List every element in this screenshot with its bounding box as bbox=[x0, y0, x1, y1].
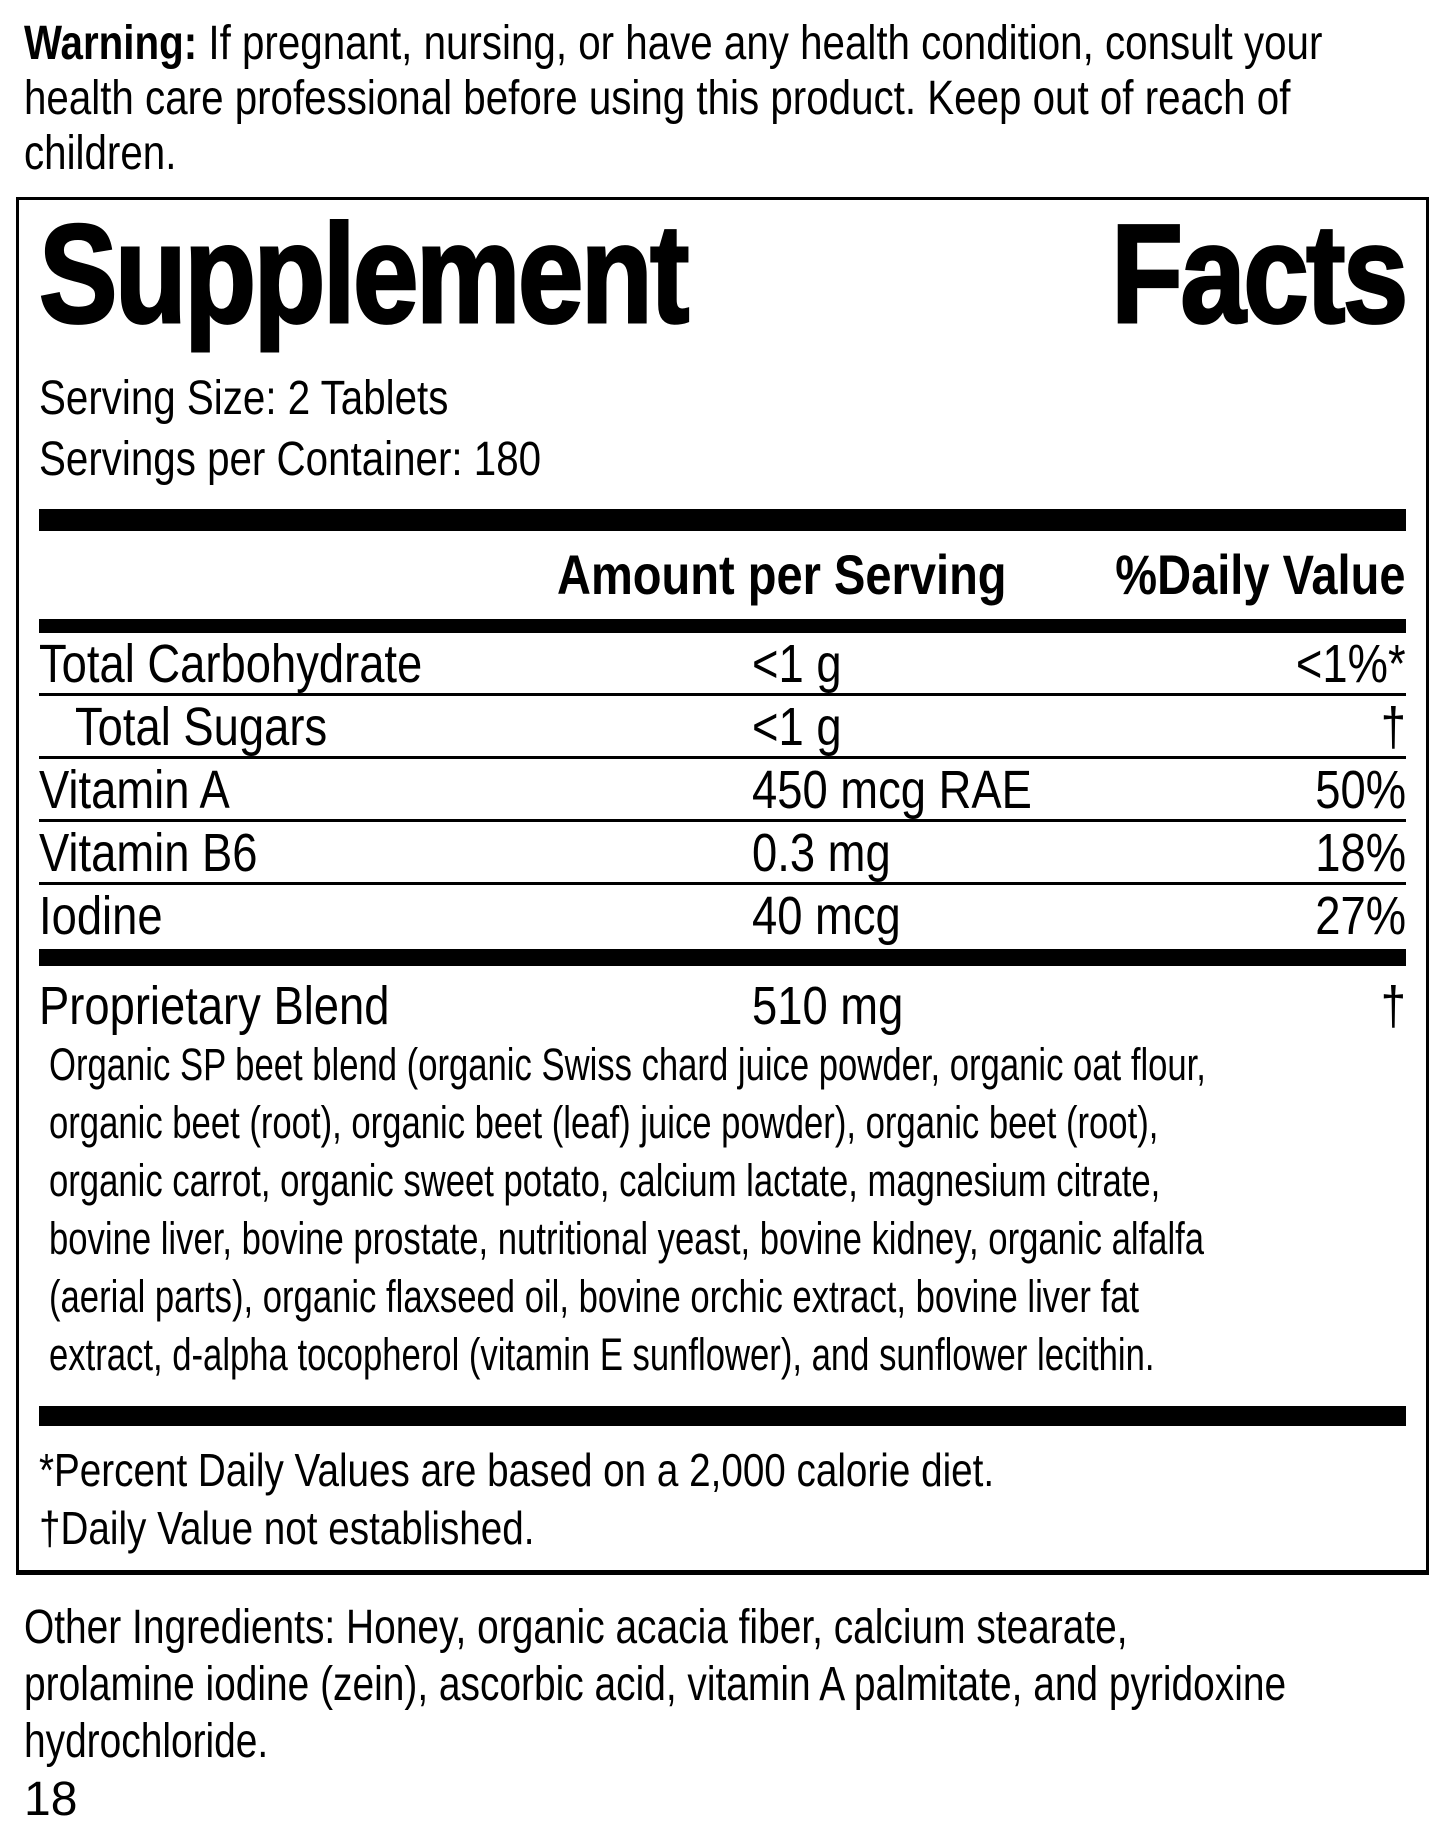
nutrient-amount: 450 mcg RAE bbox=[752, 760, 1032, 820]
nutrient-name: Vitamin B6 bbox=[39, 823, 258, 883]
nutrient-amount: 510 mg bbox=[752, 976, 904, 1036]
supplement-facts-panel: Supplement Facts Serving Size: 2 Tablets … bbox=[16, 197, 1429, 1575]
proprietary-blend-description: Organic SP beet blend (organic Swiss cha… bbox=[49, 1039, 1206, 1380]
table-row-iodine: Iodine 40 mcg 27% bbox=[39, 885, 1406, 948]
warning-label: Warning: bbox=[24, 17, 198, 70]
supplement-facts-title: Supplement Facts bbox=[38, 195, 1410, 352]
nutrient-amount: 40 mcg bbox=[752, 886, 901, 946]
nutrient-amount: <1 g bbox=[752, 697, 842, 757]
nutrient-daily-value: <1%* bbox=[1296, 634, 1406, 694]
nutrient-daily-value: 27% bbox=[1315, 886, 1406, 946]
footnote-percent-daily-value: *Percent Daily Values are based on a 2,0… bbox=[39, 1444, 995, 1496]
title-word-supplement: Supplement bbox=[38, 195, 691, 352]
nutrient-amount: <1 g bbox=[752, 634, 842, 694]
nutrient-name: Proprietary Blend bbox=[39, 976, 390, 1036]
warning-paragraph: Warning: If pregnant, nursing, or have a… bbox=[24, 16, 1445, 181]
nutrient-daily-value: † bbox=[1380, 976, 1406, 1036]
nutrient-name: Total Sugars bbox=[75, 697, 328, 757]
serving-size: Serving Size: 2 Tablets bbox=[39, 372, 449, 425]
nutrient-amount: 0.3 mg bbox=[752, 823, 891, 883]
nutrient-daily-value: † bbox=[1380, 697, 1406, 757]
table-row-total-sugars: Total Sugars <1 g † bbox=[39, 696, 1406, 759]
amount-per-serving-header: Amount per Serving bbox=[557, 543, 1007, 606]
page-number: 18 bbox=[24, 1773, 78, 1826]
table-row-vitamin-b6: Vitamin B6 0.3 mg 18% bbox=[39, 822, 1406, 885]
divider-bar-header bbox=[39, 619, 1406, 633]
divider-bar-blend bbox=[39, 949, 1406, 966]
divider-bar-top bbox=[39, 509, 1406, 531]
daily-value-header: %Daily Value bbox=[1115, 543, 1406, 606]
nutrient-daily-value: 50% bbox=[1315, 760, 1406, 820]
warning-text: If pregnant, nursing, or have any health… bbox=[24, 17, 1323, 180]
servings-per-container: Servings per Container: 180 bbox=[39, 433, 542, 486]
footnote-daily-value-not-established: †Daily Value not established. bbox=[39, 1502, 535, 1554]
title-word-facts: Facts bbox=[1110, 195, 1410, 352]
table-row-proprietary-blend: Proprietary Blend 510 mg † bbox=[39, 976, 1406, 1036]
nutrient-name: Vitamin A bbox=[39, 760, 230, 820]
nutrient-daily-value: 18% bbox=[1315, 823, 1406, 883]
nutrient-name: Total Carbohydrate bbox=[39, 634, 423, 694]
table-row-vitamin-a: Vitamin A 450 mcg RAE 50% bbox=[39, 759, 1406, 822]
divider-bar-footnotes bbox=[39, 1406, 1406, 1426]
facts-header-row: Amount per Serving %Daily Value bbox=[39, 547, 1406, 603]
table-row-total-carbohydrate: Total Carbohydrate <1 g <1%* bbox=[39, 633, 1406, 696]
other-ingredients-paragraph: Other Ingredients: Honey, organic acacia… bbox=[24, 1601, 1287, 1768]
nutrient-name: Iodine bbox=[39, 886, 163, 946]
